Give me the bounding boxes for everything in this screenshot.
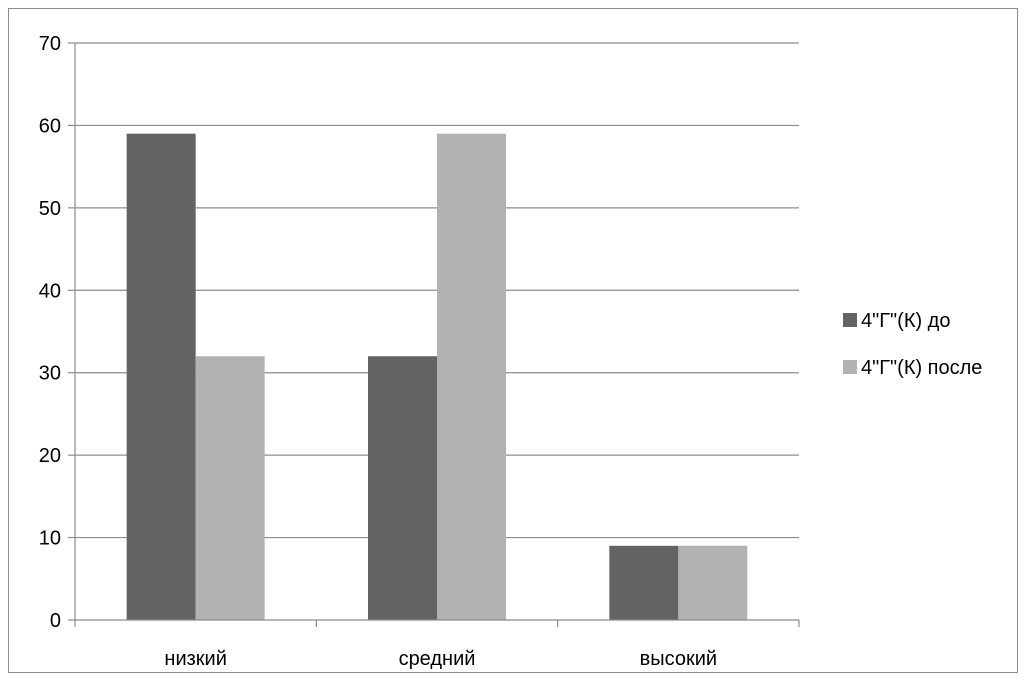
- x-tick-label-2: высокий: [640, 648, 717, 670]
- bar-высокий-series-2: [678, 545, 748, 620]
- x-tick-label-0: низкий: [164, 648, 226, 670]
- legend: 4"Г"(К) до 4"Г"(К) после: [843, 310, 982, 379]
- x-tick-labels: низкий средний высокий: [164, 648, 717, 670]
- legend-label-2: 4"Г"(К) после: [861, 357, 982, 379]
- y-tick-label-60: 60: [39, 115, 61, 137]
- y-tick-label-30: 30: [39, 363, 61, 385]
- y-tick-label-70: 70: [39, 33, 61, 55]
- legend-swatch-1: [843, 313, 857, 327]
- x-tick-label-1: средний: [399, 648, 476, 670]
- bar-средний-series-2: [437, 133, 506, 620]
- y-tick-label-0: 0: [50, 610, 61, 632]
- bar-низкий-series-2: [195, 356, 265, 620]
- bars: [126, 133, 748, 620]
- y-tick-labels: 0 10 20 30 40 50 60 70: [39, 33, 61, 632]
- y-tick-label-50: 50: [39, 198, 61, 220]
- bar-низкий-series-1: [126, 133, 196, 620]
- bar-средний-series-1: [368, 356, 437, 620]
- legend-label-1: 4"Г"(К) до: [861, 310, 950, 332]
- y-tick-label-40: 40: [39, 280, 61, 302]
- y-tick-label-20: 20: [39, 445, 61, 467]
- y-tick-label-10: 10: [39, 528, 61, 550]
- axes: [68, 42, 800, 627]
- legend-swatch-2: [843, 360, 857, 374]
- bar-высокий-series-1: [609, 545, 679, 620]
